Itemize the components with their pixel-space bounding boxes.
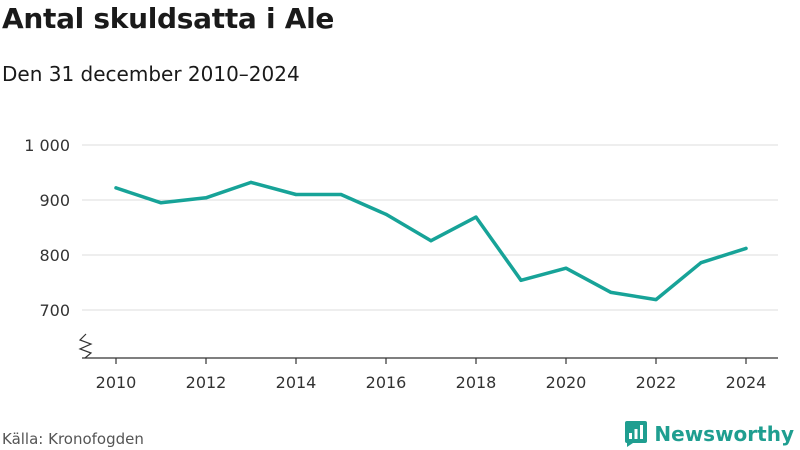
axis-break-icon <box>78 333 93 359</box>
data-point <box>429 239 433 243</box>
data-point <box>114 186 118 190</box>
x-tick-label: 2020 <box>546 373 587 392</box>
newsworthy-logo-icon <box>625 421 648 447</box>
brand-logo: Newsworthy <box>624 419 794 449</box>
chart-subtitle: Den 31 december 2010–2024 <box>2 62 300 86</box>
data-point <box>744 246 748 250</box>
data-point <box>159 201 163 205</box>
source-note: Källa: Kronofogden <box>2 430 144 448</box>
data-point <box>699 261 703 265</box>
data-point <box>339 192 343 197</box>
y-tick-label: 1 000 <box>24 136 70 155</box>
x-tick-label: 2014 <box>276 373 317 392</box>
x-tick-label: 2010 <box>96 373 137 392</box>
y-tick-label: 800 <box>39 246 70 265</box>
y-tick-label: 700 <box>39 301 70 320</box>
brand-name: Newsworthy <box>654 422 794 446</box>
data-point <box>609 290 613 294</box>
data-point <box>564 266 568 270</box>
chart-title: Antal skuldsatta i Ale <box>2 2 335 35</box>
x-tick-label: 2018 <box>456 373 497 392</box>
data-point <box>384 212 388 216</box>
x-tick-label: 2012 <box>186 373 227 392</box>
y-tick-label: 900 <box>39 191 70 210</box>
x-tick-label: 2022 <box>636 373 677 392</box>
data-point <box>294 192 298 197</box>
x-tick-label: 2016 <box>366 373 407 392</box>
data-point <box>654 297 658 302</box>
x-tick-label: 2024 <box>726 373 767 392</box>
data-point <box>204 196 208 200</box>
data-point <box>519 278 523 282</box>
data-point <box>249 180 253 184</box>
data-point <box>474 215 478 219</box>
